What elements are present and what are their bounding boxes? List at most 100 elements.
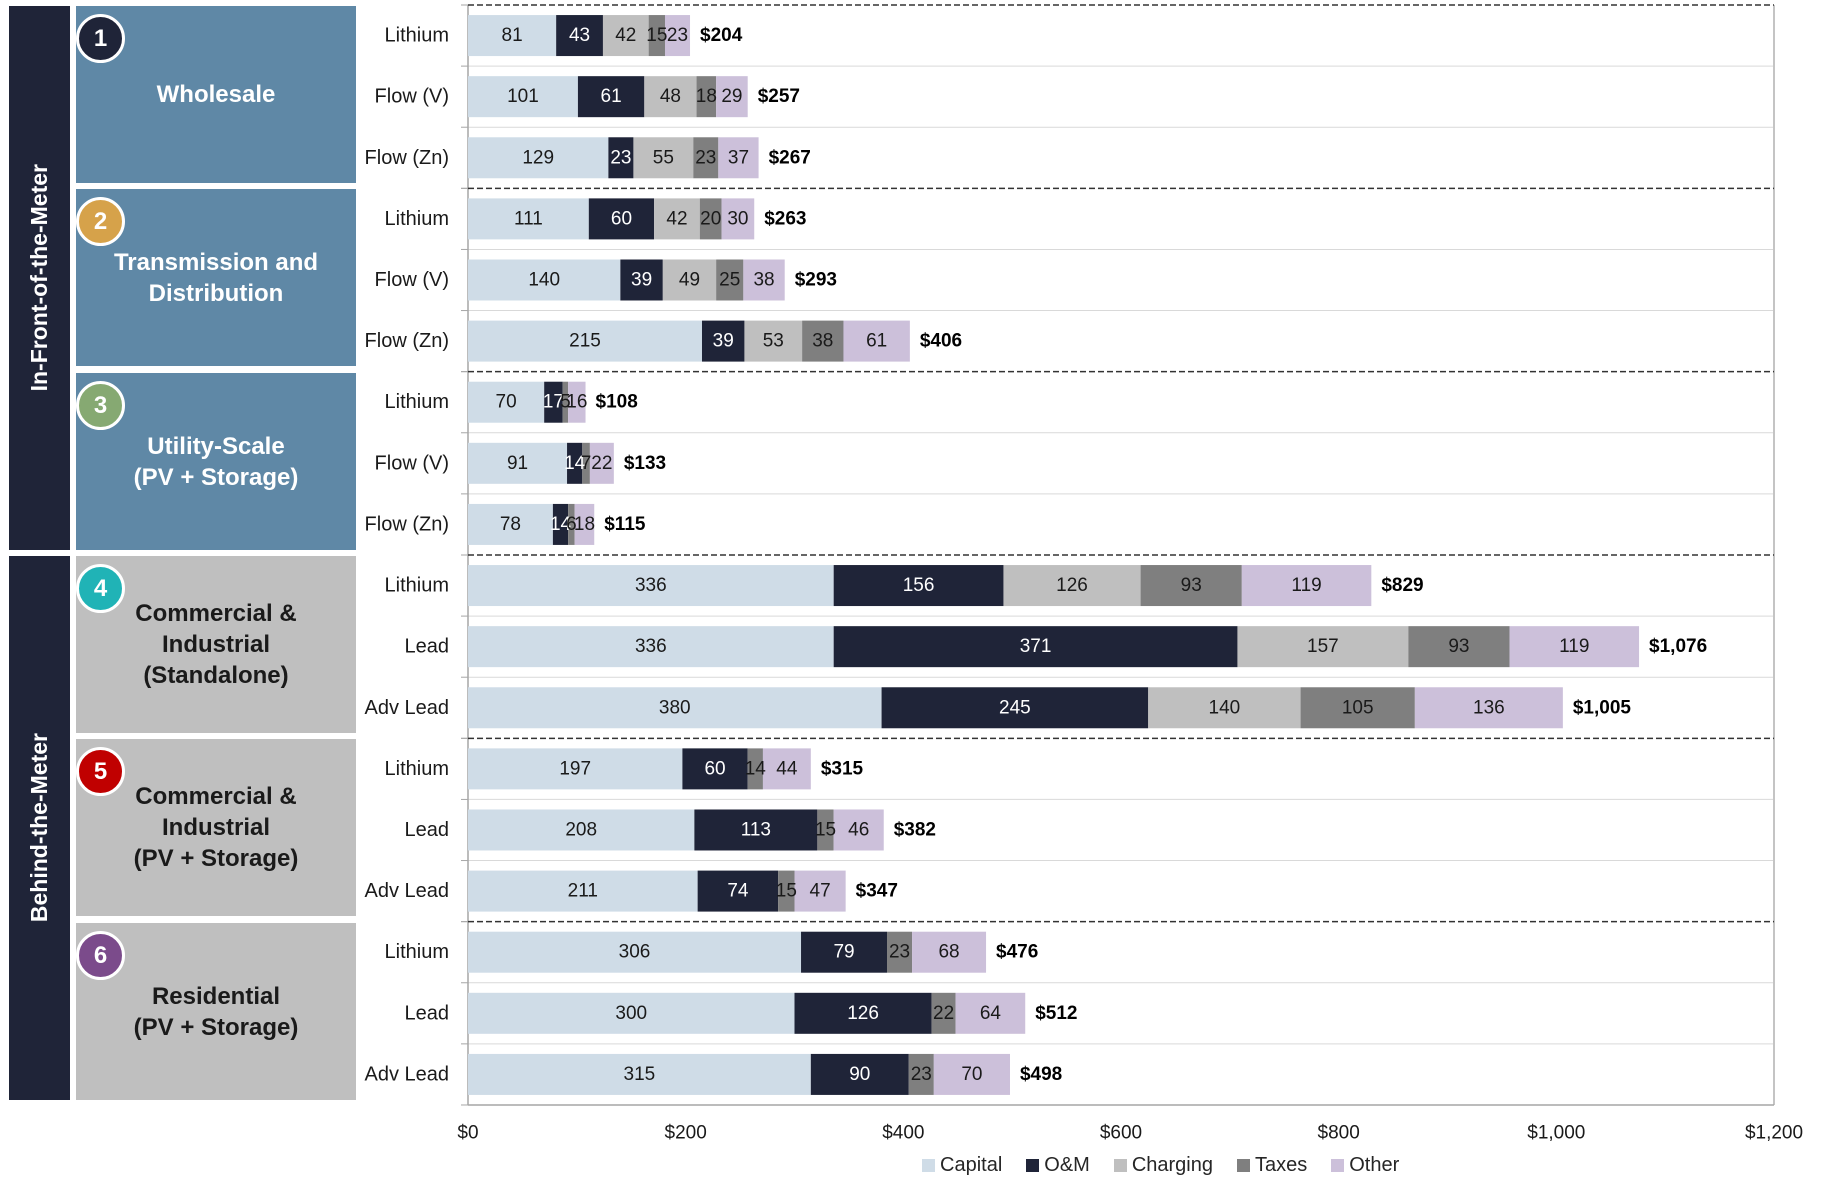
bar-value-label-o-m: 39: [713, 331, 734, 352]
bar-segment-other: [743, 259, 785, 301]
bar-segment-taxes: [1408, 626, 1510, 668]
bar-value-label-charging: 53: [763, 331, 784, 352]
row-label: Flow (V): [375, 86, 449, 108]
bar-segment-o-m: [544, 381, 563, 423]
category-label-line: Residential: [151, 982, 281, 1010]
legend-swatch: [1237, 1158, 1250, 1172]
bar-value-label-charging: 126: [1056, 575, 1088, 596]
bar-value-label-other: 22: [591, 453, 612, 474]
row-label: Lithium: [385, 391, 449, 413]
bar-segment-o-m: [556, 15, 603, 57]
bar-segment-capital: [468, 198, 589, 240]
category-number-badge: 1: [76, 14, 125, 63]
bar-value-label-taxes: 6: [566, 514, 577, 535]
row-label: Flow (Zn): [365, 147, 449, 169]
bar-segment-o-m: [588, 198, 655, 240]
bar-value-label-other: 30: [727, 208, 748, 229]
bar-value-label-capital: 140: [528, 269, 560, 290]
legend-item-om: O&M: [1026, 1154, 1090, 1177]
bar-segment-capital: [468, 381, 545, 423]
bar-segment-o-m: [620, 259, 663, 301]
category-box-wholesale: 1 Wholesale: [76, 6, 356, 183]
bar-value-label-o-m: 79: [833, 942, 854, 963]
bar-segment-taxes: [908, 1053, 934, 1095]
bar-value-label-taxes: 18: [696, 86, 717, 107]
bar-segment-o-m: [577, 76, 645, 118]
bar-segment-o-m: [697, 870, 779, 912]
bar-segment-charging: [1237, 626, 1409, 668]
bar-value-label-capital: 78: [500, 514, 521, 535]
category-label-line: (PV + Storage): [133, 845, 299, 872]
bar-value-label-other: 119: [1291, 575, 1321, 596]
bar-segment-other: [568, 381, 586, 423]
bar-segment-o-m: [801, 931, 888, 973]
bar-segment-charging: [1148, 687, 1301, 729]
bar-value-label-o-m: 113: [741, 819, 771, 840]
bar-segment-charging: [644, 76, 697, 118]
x-tick-label: $1,200: [1745, 1123, 1803, 1144]
bar-segment-o-m: [552, 503, 569, 545]
bar-value-label-capital: 315: [624, 1064, 656, 1085]
bar-value-label-capital: 70: [496, 392, 517, 413]
category-number-badge: 4: [76, 564, 125, 613]
bar-total-label: $257: [758, 86, 800, 107]
bar-segment-other: [574, 503, 595, 545]
bar-segment-other: [1241, 565, 1372, 607]
bar-value-label-other: 68: [938, 942, 959, 963]
bar-value-label-taxes: 93: [1448, 636, 1469, 657]
bar-value-label-o-m: 371: [1020, 636, 1052, 657]
bar-segment-other: [933, 1053, 1010, 1095]
bar-segment-taxes: [562, 381, 569, 423]
bar-value-label-charging: 42: [615, 25, 636, 46]
bar-segment-other: [843, 320, 910, 362]
category-label-line: Commercial &: [135, 783, 297, 810]
bar-value-label-other: 47: [810, 881, 831, 902]
bar-total-label: $133: [624, 453, 666, 474]
bar-value-label-capital: 208: [565, 819, 597, 840]
bar-value-label-capital: 129: [522, 147, 554, 168]
bar-segment-taxes: [699, 198, 722, 240]
bar-segment-o-m: [810, 1053, 909, 1095]
bar-value-label-taxes: 15: [815, 819, 836, 840]
bar-segment-o-m: [833, 565, 1004, 607]
bar-value-label-charging: 157: [1307, 636, 1339, 657]
bar-value-label-other: 18: [574, 514, 595, 535]
bar-value-label-other: 46: [848, 819, 869, 840]
category-label: Residential (PV + Storage): [134, 981, 299, 1043]
bar-value-label-taxes: 105: [1342, 697, 1374, 718]
bar-value-label-capital: 336: [635, 575, 667, 596]
category-label: Commercial & Industrial (Standalone): [135, 598, 296, 691]
category-label-line: Utility-Scale: [147, 432, 285, 460]
bar-segment-charging: [602, 15, 649, 57]
bar-total-label: $476: [996, 942, 1038, 963]
bar-value-label-capital: 215: [569, 331, 601, 352]
row-label: Lithium: [385, 941, 449, 963]
bar-value-label-o-m: 245: [999, 697, 1031, 718]
bar-value-label-taxes: 23: [911, 1064, 932, 1085]
bar-segment-capital: [468, 992, 795, 1034]
bar-value-label-o-m: 23: [610, 147, 631, 168]
bar-segment-capital: [468, 565, 834, 607]
bar-segment-charging: [744, 320, 803, 362]
bar-value-label-taxes: 38: [812, 331, 833, 352]
bar-segment-other: [721, 198, 755, 240]
bar-segment-o-m: [608, 137, 634, 179]
bar-total-label: $267: [769, 147, 811, 168]
bar-value-label-other: 38: [753, 269, 774, 290]
bar-total-label: $204: [700, 25, 743, 46]
bar-segment-taxes: [887, 931, 913, 973]
bar-value-label-capital: 197: [559, 758, 591, 779]
bar-value-label-o-m: 90: [849, 1064, 870, 1085]
bar-segment-other: [912, 931, 987, 973]
row-label: Flow (V): [375, 269, 449, 291]
bar-value-label-taxes: 93: [1181, 575, 1202, 596]
legend-item-other: Other: [1331, 1154, 1399, 1177]
bar-value-label-taxes: 20: [700, 208, 721, 229]
bar-value-label-o-m: 126: [847, 1003, 879, 1024]
bar-value-label-o-m: 39: [631, 269, 652, 290]
bar-total-label: $263: [764, 208, 806, 229]
category-number-badge: 3: [76, 381, 125, 430]
category-box-commercial-industrial-standalone: 4 Commercial & Industrial (Standalone): [76, 556, 356, 733]
legend-swatch: [1113, 1158, 1127, 1172]
bar-segment-o-m: [682, 748, 748, 790]
